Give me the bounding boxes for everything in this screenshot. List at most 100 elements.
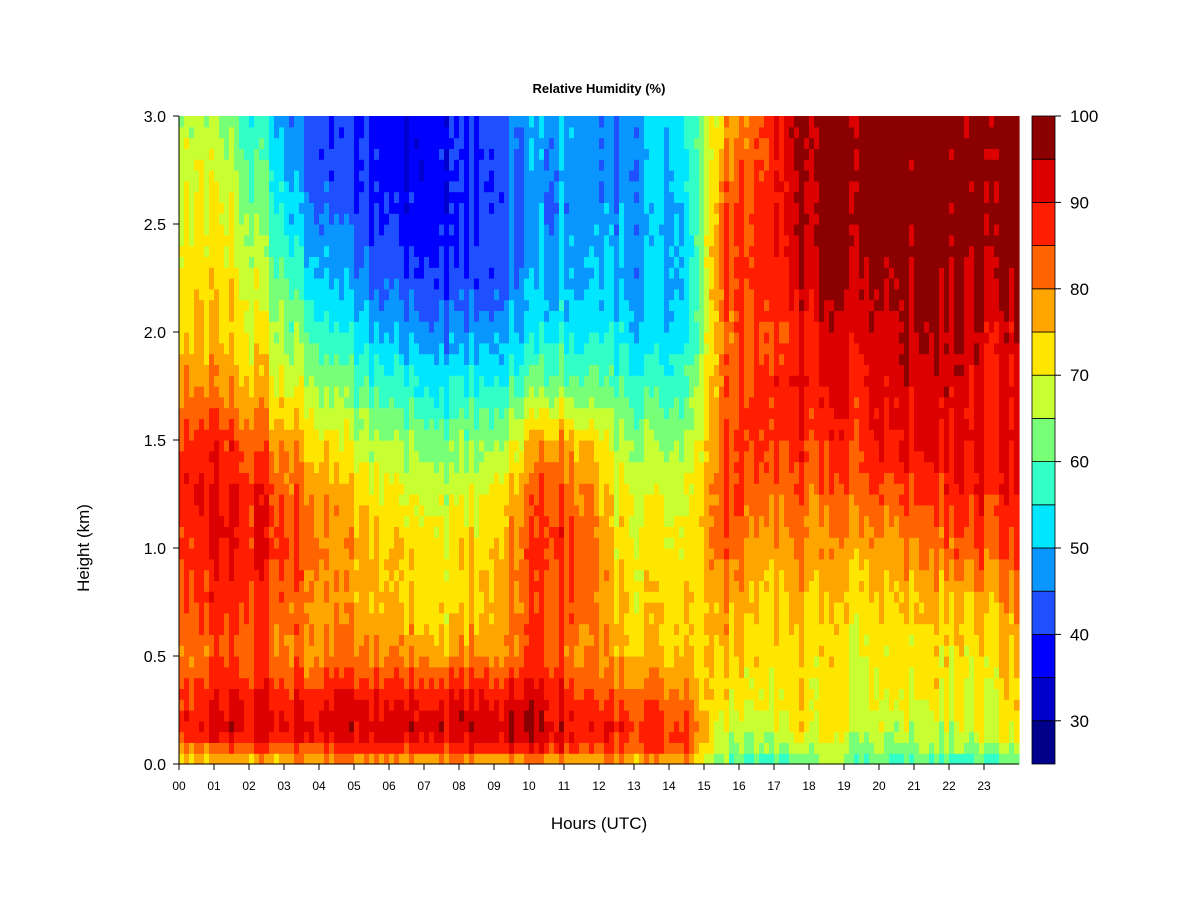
- heatmap-cell: [494, 569, 500, 581]
- heatmap-cell: [439, 731, 445, 743]
- heatmap-cell: [299, 332, 305, 344]
- heatmap-cell: [554, 364, 560, 376]
- heatmap-cell: [519, 634, 525, 646]
- heatmap-cell: [399, 731, 405, 743]
- heatmap-cell: [364, 504, 370, 517]
- heatmap-cell: [389, 278, 395, 290]
- heatmap-cell: [289, 429, 295, 441]
- heatmap-cell: [339, 504, 345, 517]
- heatmap-cell: [289, 342, 295, 355]
- heatmap-cell: [554, 699, 560, 711]
- heatmap-cell: [494, 548, 500, 560]
- heatmap-cell: [414, 580, 420, 592]
- heatmap-cell: [394, 602, 400, 614]
- heatmap-cell: [534, 429, 540, 441]
- heatmap-cell: [289, 699, 295, 711]
- heatmap-cell: [289, 720, 295, 733]
- heatmap-cell: [394, 548, 400, 560]
- heatmap-cell: [514, 278, 520, 290]
- heatmap-cell: [519, 472, 525, 484]
- heatmap-cell: [349, 116, 355, 128]
- heatmap-cell: [184, 116, 190, 128]
- heatmap-cell: [199, 742, 205, 754]
- heatmap-cell: [559, 483, 565, 495]
- heatmap-cell: [179, 364, 185, 376]
- heatmap-cell: [579, 159, 585, 171]
- heatmap-cell: [309, 440, 315, 452]
- heatmap-cell: [379, 310, 385, 322]
- heatmap-cell: [259, 742, 265, 754]
- heatmap-cell: [204, 116, 210, 128]
- heatmap-cell: [389, 332, 395, 344]
- heatmap-cell: [349, 386, 355, 398]
- heatmap-cell: [404, 537, 410, 549]
- heatmap-cell: [294, 612, 300, 625]
- heatmap-cell: [564, 332, 570, 344]
- heatmap-cell: [279, 710, 285, 722]
- heatmap-cell: [384, 418, 390, 430]
- heatmap-cell: [324, 278, 330, 290]
- heatmap-cell: [429, 666, 435, 679]
- heatmap-cell: [439, 407, 445, 419]
- heatmap-cell: [394, 720, 400, 733]
- heatmap-cell: [344, 591, 350, 603]
- heatmap-cell: [249, 472, 255, 484]
- heatmap-cell: [239, 526, 245, 538]
- heatmap-cell: [569, 666, 575, 679]
- heatmap-cell: [409, 245, 415, 257]
- heatmap-cell: [359, 342, 365, 355]
- heatmap-cell: [304, 321, 310, 333]
- heatmap-cell: [204, 234, 210, 247]
- heatmap-cell: [559, 396, 565, 409]
- heatmap-cell: [309, 407, 315, 419]
- heatmap-cell: [234, 159, 240, 171]
- heatmap-cell: [269, 548, 275, 560]
- heatmap-cell: [439, 710, 445, 722]
- heatmap-cell: [309, 310, 315, 322]
- heatmap-cell: [414, 159, 420, 171]
- heatmap-cell: [424, 483, 430, 495]
- heatmap-cell: [454, 407, 460, 419]
- heatmap-cell: [269, 623, 275, 635]
- heatmap-cell: [504, 591, 510, 603]
- heatmap-cell: [204, 170, 210, 182]
- heatmap-cell: [374, 515, 380, 527]
- heatmap-cell: [369, 148, 375, 160]
- heatmap-cell: [489, 504, 495, 517]
- heatmap-cell: [314, 159, 320, 171]
- heatmap-cell: [324, 526, 330, 538]
- heatmap-cell: [559, 213, 565, 225]
- heatmap-cell: [304, 483, 310, 495]
- heatmap-cell: [384, 461, 390, 473]
- heatmap-cell: [319, 245, 325, 257]
- heatmap-cell: [449, 602, 455, 614]
- heatmap-cell: [569, 364, 575, 376]
- heatmap-cell: [364, 710, 370, 722]
- heatmap-cell: [179, 245, 185, 257]
- heatmap-cell: [389, 429, 395, 441]
- heatmap-cell: [354, 202, 360, 214]
- heatmap-cell: [479, 202, 485, 214]
- heatmap-cell: [404, 526, 410, 538]
- heatmap-cell: [404, 656, 410, 668]
- heatmap-cell: [464, 461, 470, 473]
- heatmap-cell: [334, 602, 340, 614]
- heatmap-cell: [284, 666, 290, 679]
- heatmap-cell: [359, 418, 365, 430]
- heatmap-cell: [209, 170, 215, 182]
- heatmap-cell: [184, 180, 190, 193]
- heatmap-cell: [319, 202, 325, 214]
- heatmap-cell: [299, 278, 305, 290]
- heatmap-cell: [514, 202, 520, 214]
- heatmap-cell: [179, 742, 185, 754]
- heatmap-cell: [539, 515, 545, 527]
- heatmap-cell: [389, 699, 395, 711]
- heatmap-cell: [254, 602, 260, 614]
- heatmap-cell: [524, 332, 530, 344]
- heatmap-cell: [349, 407, 355, 419]
- heatmap-cell: [564, 634, 570, 646]
- heatmap-cell: [524, 602, 530, 614]
- heatmap-cell: [574, 299, 580, 311]
- heatmap-cell: [464, 299, 470, 311]
- heatmap-cell: [464, 720, 470, 733]
